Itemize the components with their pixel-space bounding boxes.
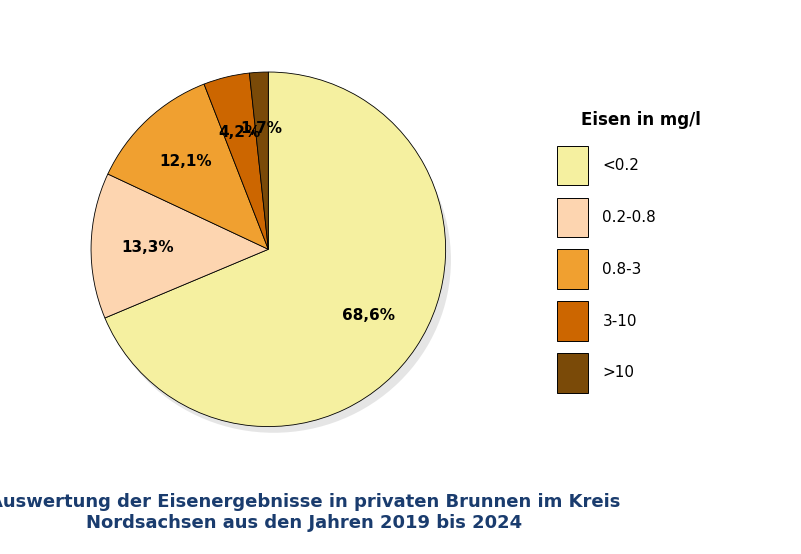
Text: 12,1%: 12,1% <box>159 154 211 169</box>
Text: 68,6%: 68,6% <box>342 309 396 324</box>
Text: <0.2: <0.2 <box>602 158 639 173</box>
Wedge shape <box>249 72 268 249</box>
Wedge shape <box>108 84 268 249</box>
Text: Eisen in mg/l: Eisen in mg/l <box>581 111 701 129</box>
FancyBboxPatch shape <box>557 353 588 393</box>
Text: 13,3%: 13,3% <box>122 240 174 255</box>
Wedge shape <box>91 174 268 318</box>
Text: Auswertung der Eisenergebnisse in privaten Brunnen im Kreis
Nordsachsen aus den : Auswertung der Eisenergebnisse in privat… <box>0 493 620 532</box>
FancyBboxPatch shape <box>557 198 588 237</box>
FancyBboxPatch shape <box>557 146 588 186</box>
FancyBboxPatch shape <box>557 249 588 289</box>
Text: 3-10: 3-10 <box>602 314 637 329</box>
Text: >10: >10 <box>602 365 634 381</box>
Wedge shape <box>204 73 268 249</box>
Text: 0.2-0.8: 0.2-0.8 <box>602 210 656 225</box>
Text: 4,2%: 4,2% <box>218 125 260 140</box>
Ellipse shape <box>96 87 451 433</box>
Wedge shape <box>105 72 445 427</box>
FancyBboxPatch shape <box>557 301 588 341</box>
Text: 0.8-3: 0.8-3 <box>602 261 642 277</box>
Text: 1,7%: 1,7% <box>240 121 282 136</box>
